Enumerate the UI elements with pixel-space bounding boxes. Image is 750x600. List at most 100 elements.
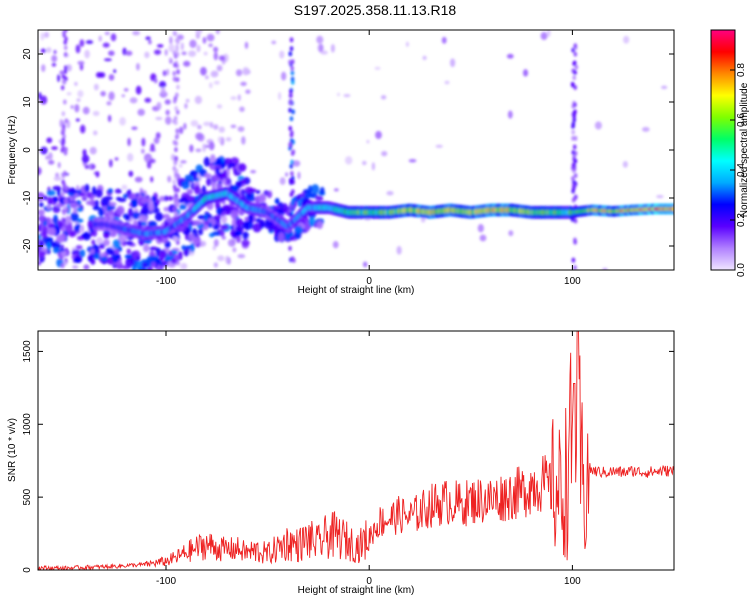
spectrogram-cell [279,177,286,185]
spectrogram-cell [235,234,242,244]
spectrogram-cell [289,88,293,94]
spectrogram-cell [140,197,150,204]
spectrogram-cell [168,250,173,257]
spectrogram-cell [180,160,187,164]
spectrogram-cell [63,39,68,45]
spectrogram-cell [52,185,62,191]
spectrogram-cell [573,135,578,141]
spectrogram-cell [50,227,56,236]
spectrogram-cell [289,132,294,138]
spectrogram-cell [572,182,576,188]
spectrogram-cell [309,192,318,199]
spectrogram-cell [140,259,149,264]
spectrogram-cell [186,188,194,195]
spectrogram-cell [175,128,180,134]
spectrogram-cell [573,265,577,270]
spectrogram-cell [573,237,577,243]
spectrogram-cell [144,51,150,59]
spectrogram-cell [52,205,61,214]
spectrogram-cell [38,209,45,216]
spectrogram-cell [174,156,179,162]
spectrogram-cell [79,39,85,47]
spectrogram-cell [64,146,68,152]
spectrogram-cell [45,217,52,227]
spectrogram-cell [135,260,143,270]
spectrogram-cell [123,87,129,92]
spectrogram-cell [209,154,216,164]
spectrogram-cell [204,75,209,80]
spectrogram-cell [59,70,65,75]
spectrogram-cell [289,116,294,122]
spectrogram-cell [45,237,54,242]
spectrogram-cell [231,185,239,192]
spectrogram-cell [289,163,294,169]
spectrogram-cell [179,126,184,135]
spectrogram-cell [66,92,72,96]
spectrogram-cell [546,30,551,37]
spectrogram-cell [175,254,180,260]
spectrogram-cell [203,51,208,56]
spectrogram-cell [52,247,61,254]
spectrogram-cell [290,256,295,262]
spectrogram-cell [63,69,68,75]
spectrogram-cell [183,122,187,130]
snr-series-line [38,331,674,570]
spectrogram-cell [70,105,74,109]
spectrogram-cell [540,31,548,41]
spectrogram-cell [56,235,61,243]
spectrogram-cell [53,50,57,55]
spectrogram-cell [176,69,180,75]
spectrogram-cell [61,179,65,185]
spectrogram-cell [176,39,180,45]
spectrogram-cell [303,221,311,231]
spectrogram-cell [122,193,129,199]
spectrogram-cell [153,137,160,145]
spectrogram-cell [343,93,351,98]
spectrogram-cell [52,196,59,203]
spectrogram-cell [212,231,221,236]
spectrogram-cell [241,239,250,247]
spectrogram-cell [57,161,61,169]
spectrogram-cell [75,44,81,54]
spectrogram-cell [127,137,131,147]
spectrogram-cell [573,70,577,76]
spectrogram-cell [84,49,90,59]
spectrogram-cell [166,68,170,76]
spectrogram-cell [108,50,115,56]
spectrogram-cell [66,64,72,72]
spectrogram-cell [194,95,203,105]
spectrogram-cell [204,220,210,226]
spectrogram-cell [116,205,125,215]
spectrogram-cell [213,52,218,61]
spectrogram-cell [61,79,66,85]
spectrogram-cell [506,53,514,59]
spectrogram-cell [76,218,84,223]
spectrogram-cell [83,264,90,270]
spectrogram-cell [227,163,236,168]
spectrogram-cell [61,191,65,197]
spectrogram-cell [285,172,289,177]
spectrogram-cell [213,239,219,247]
spectrogram-cell [195,148,202,153]
spectrogram-cell [85,40,94,45]
spectrogram-cell [148,202,155,212]
spectrogram-cell [175,133,180,139]
spectrogram-cell [75,245,83,250]
spectrogram-y-tick-label: 0 [22,147,33,153]
spectrogram-cell [208,43,213,48]
spectrogram-cell [163,206,170,212]
spectrogram-cell [48,224,55,229]
spectrogram-cell [279,50,285,59]
spectrogram-cell [288,125,293,131]
spectrogram-cell [242,67,250,76]
spectrogram-cell [290,70,295,76]
spectrogram-cell [62,123,66,129]
spectrogram-cell [63,99,67,105]
spectrogram-cell [174,105,178,111]
spectrogram-cell [98,243,106,249]
spectrogram-cell [235,69,243,77]
spectrogram-cell [288,245,292,251]
spectrogram-cell [248,213,254,224]
spectrogram-cell [173,62,177,68]
